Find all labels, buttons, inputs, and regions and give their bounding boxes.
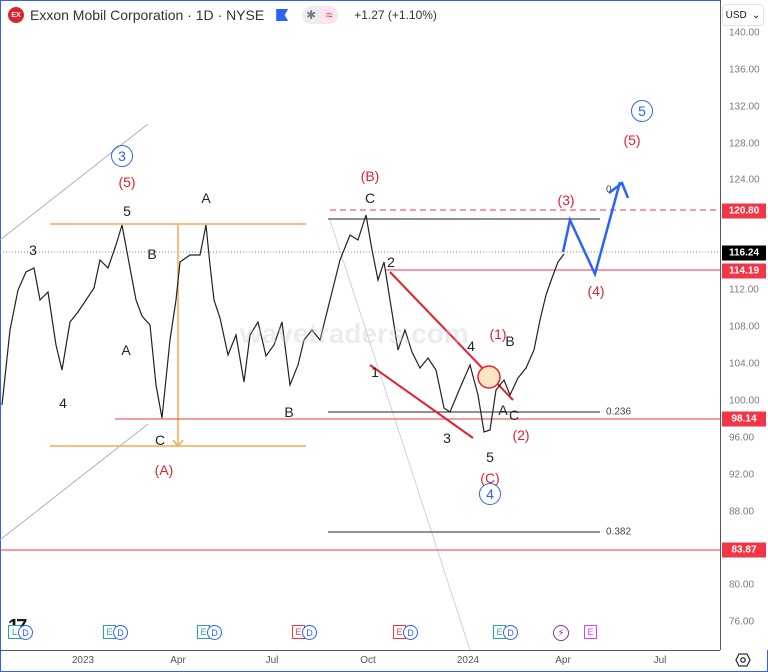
wave-label: (C): [480, 470, 500, 486]
price-tick: 100.00: [729, 395, 760, 407]
snowflake-icon[interactable]: ✱: [302, 6, 321, 24]
wave-label: (5): [623, 132, 641, 148]
fib-label-0: 0: [606, 184, 612, 196]
price-tick: 128.00: [729, 138, 760, 150]
wave-label: (5): [118, 174, 136, 190]
price-tick: 104.00: [729, 358, 760, 370]
wave-label: C: [154, 432, 166, 448]
time-tick: 2023: [71, 655, 95, 666]
wave-label: B: [284, 404, 294, 420]
indicator-pill[interactable]: ✱ ≈: [302, 6, 339, 24]
wave-label: 5: [486, 449, 494, 465]
time-tick: Apr: [170, 655, 186, 666]
wave-label: (3): [557, 192, 575, 208]
wave-label: (B): [360, 168, 380, 184]
wave-label: C: [364, 190, 376, 206]
wave-label: (4): [587, 283, 605, 299]
price-tick: 136.00: [729, 64, 760, 76]
wave-label: 4: [59, 395, 67, 411]
wave-label: 2: [387, 254, 395, 270]
price-tick: 124.00: [729, 174, 760, 186]
price-tick: 92.00: [729, 469, 755, 481]
wave-label: A: [121, 342, 131, 358]
price-label-114-19: 114.19: [722, 263, 766, 279]
price-tick: 80.00: [729, 579, 755, 591]
chart-header: EX Exxon Mobil Corporation · 1D · NYSE ✱…: [8, 4, 437, 26]
price-change: +1.27 (+1.10%): [354, 8, 437, 22]
dividend-icon: D: [113, 625, 128, 640]
price-label-98-14: 98.14: [722, 411, 766, 427]
time-tick: Oct: [360, 655, 376, 666]
wave-icon[interactable]: ≈: [320, 6, 339, 24]
symbol-logo[interactable]: EX: [8, 7, 24, 23]
wave-label: 5: [123, 203, 131, 219]
dividend-icon: D: [403, 625, 418, 640]
upcoming-earnings-icon: E: [584, 625, 597, 639]
price-tick: 88.00: [729, 506, 755, 518]
price-tick: 108.00: [729, 321, 760, 333]
time-tick: 2024: [456, 655, 480, 666]
dividend-icon: D: [302, 625, 317, 640]
event-marker[interactable]: ⚡: [553, 625, 569, 641]
wave-label: 4: [467, 338, 475, 354]
currency-selector[interactable]: USD ⌄: [722, 4, 764, 26]
wave-label-circle-3: 3: [111, 145, 133, 167]
wave-label: C: [508, 407, 520, 423]
event-marker[interactable]: E: [584, 625, 597, 639]
time-tick: Jul: [653, 655, 667, 666]
wave-label-circle-5: 5: [631, 100, 653, 122]
price-tick: 140.00: [729, 27, 760, 39]
price-axis[interactable]: [720, 0, 768, 650]
price-chart-canvas[interactable]: [0, 0, 720, 650]
time-axis[interactable]: [0, 650, 720, 672]
dividend-icon: D: [207, 625, 222, 640]
lightning-icon: ⚡: [553, 625, 569, 641]
wave-label: 1: [371, 364, 379, 380]
wave-label: A: [201, 190, 211, 206]
wave-label: 3: [29, 242, 37, 258]
last-price-label: 116.24: [722, 245, 766, 261]
fib-label-0382: 0.382: [606, 526, 632, 538]
symbol-title[interactable]: Exxon Mobil Corporation · 1D · NYSE: [30, 7, 265, 23]
wave-label: (1): [489, 326, 507, 342]
price-tick: 96.00: [729, 432, 755, 444]
price-tick: 132.00: [729, 101, 760, 113]
dividend-icon: D: [503, 625, 518, 640]
wave-label: (A): [154, 462, 174, 478]
time-tick: Apr: [555, 655, 571, 666]
wave-label: (2): [512, 427, 530, 443]
price-label-120-80: 120.80: [722, 203, 766, 219]
chevron-down-icon: ⌄: [751, 9, 761, 21]
dividend-icon: D: [18, 625, 33, 640]
fib-label-0236: 0.236: [606, 406, 632, 418]
wave-label: B: [147, 246, 157, 262]
wave-label-circle-4: 4: [479, 483, 501, 505]
flag-icon[interactable]: [276, 9, 289, 21]
watermark: wavetraders.com: [240, 318, 469, 349]
price-tick: 76.00: [729, 616, 755, 628]
time-tick: Jul: [265, 655, 279, 666]
price-label-83-87: 83.87: [722, 542, 766, 558]
wave-label: 3: [443, 430, 451, 446]
wave-label: B: [505, 333, 515, 349]
wave-label: A: [498, 402, 508, 418]
settings-gear-icon[interactable]: [735, 652, 751, 668]
price-tick: 112.00: [729, 284, 759, 296]
